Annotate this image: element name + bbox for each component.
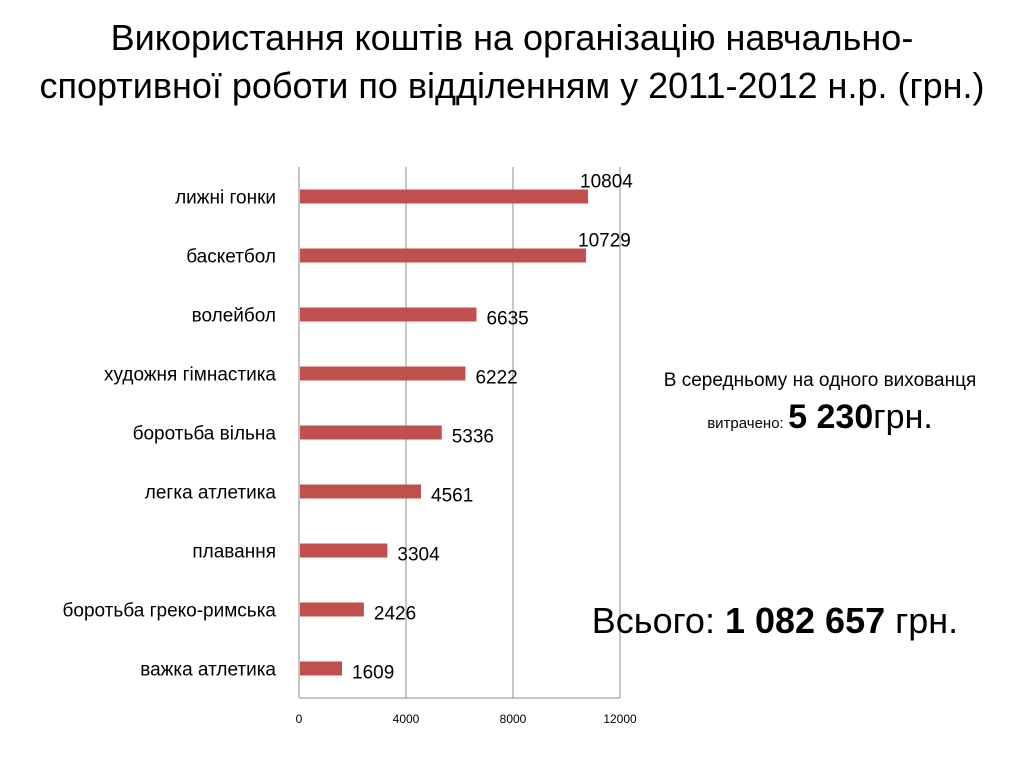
x-tick-label: 12000 bbox=[603, 712, 637, 726]
category-label: легка атлетика bbox=[145, 483, 277, 504]
category-label: волейбол bbox=[192, 306, 276, 327]
category-label: важка атлетика bbox=[140, 660, 276, 681]
data-label: 3304 bbox=[397, 545, 440, 566]
slide-title: Використання коштів на організацію навча… bbox=[39, 17, 985, 106]
data-label: 6222 bbox=[475, 368, 517, 389]
average-unit: грн. bbox=[873, 398, 933, 436]
data-label: 2426 bbox=[374, 604, 416, 625]
total-amount: 1 082 657 bbox=[724, 600, 886, 641]
data-label: 5336 bbox=[452, 427, 494, 448]
category-label: плавання bbox=[192, 542, 276, 563]
average-amount: 5 230 bbox=[788, 398, 874, 436]
category-label: лижні гонки bbox=[175, 188, 276, 209]
category-label: художня гімнастика bbox=[104, 365, 276, 386]
bar bbox=[300, 248, 587, 263]
bar bbox=[300, 602, 364, 617]
total-label: Всього: bbox=[591, 600, 715, 641]
data-label: 10729 bbox=[578, 231, 631, 252]
data-label: 6635 bbox=[486, 309, 528, 330]
bar bbox=[300, 484, 422, 499]
average-prefix: витрачено: bbox=[707, 415, 784, 432]
x-tick-label: 8000 bbox=[500, 712, 527, 726]
bar bbox=[300, 661, 343, 676]
data-label: 4561 bbox=[431, 486, 473, 507]
x-tick-label: 0 bbox=[296, 712, 303, 726]
bar bbox=[300, 425, 442, 440]
x-tick-label: 4000 bbox=[393, 712, 420, 726]
bar bbox=[300, 307, 477, 322]
total-sum: Всього: 1 082 657 грн. bbox=[540, 600, 1010, 642]
bar bbox=[300, 189, 589, 204]
total-unit: грн. bbox=[895, 600, 959, 641]
data-label: 10804 bbox=[580, 172, 633, 193]
data-label: 1609 bbox=[352, 663, 394, 684]
bar bbox=[300, 543, 388, 558]
category-label: баскетбол bbox=[186, 247, 276, 268]
bar bbox=[300, 366, 466, 381]
average-value: витрачено: 5 230грн. bbox=[640, 398, 1000, 437]
category-label: боротьба греко-римська bbox=[63, 601, 277, 622]
average-caption: В середньому на одного вихованця bbox=[663, 370, 977, 391]
category-label: боротьба вільна bbox=[133, 424, 277, 445]
